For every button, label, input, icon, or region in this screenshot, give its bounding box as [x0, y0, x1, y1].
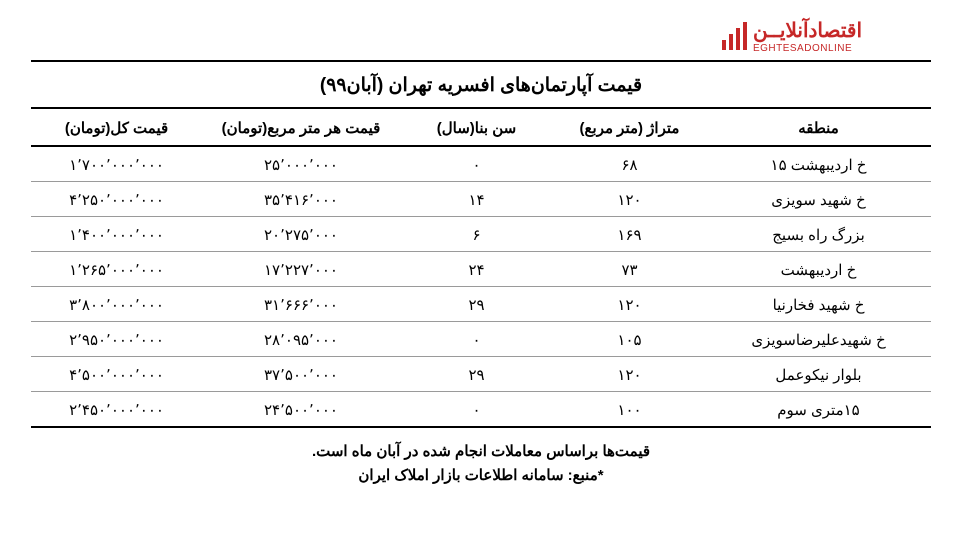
- col-area: متراژ (متر مربع): [553, 108, 706, 146]
- table-row: خ شهیدعلیرضاسویزی۱۰۵۰۲۸٬۰۹۵٬۰۰۰۲٬۹۵۰٬۰۰۰…: [31, 322, 931, 357]
- col-age: سن بنا(سال): [400, 108, 553, 146]
- cell-ppm: ۳۷٬۵۰۰٬۰۰۰: [202, 357, 400, 392]
- logo-sub-text: EGHTESADONLINE: [753, 43, 852, 54]
- cell-ppm: ۲۸٬۰۹۵٬۰۰۰: [202, 322, 400, 357]
- cell-area: ۷۳: [553, 252, 706, 287]
- logo-bars-icon: [722, 22, 747, 50]
- cell-area: ۱۰۰: [553, 392, 706, 428]
- table-row: بزرگ راه بسیج۱۶۹۶۲۰٬۲۷۵٬۰۰۰۱٬۴۰۰٬۰۰۰٬۰۰۰: [31, 217, 931, 252]
- table-body: خ اردیبهشت ۱۵۶۸۰۲۵٬۰۰۰٬۰۰۰۱٬۷۰۰٬۰۰۰٬۰۰۰خ…: [31, 146, 931, 427]
- table-row: خ شهید فخارنیا۱۲۰۲۹۳۱٬۶۶۶٬۰۰۰۳٬۸۰۰٬۰۰۰٬۰…: [31, 287, 931, 322]
- cell-area: ۱۶۹: [553, 217, 706, 252]
- cell-area: ۱۲۰: [553, 357, 706, 392]
- cell-total: ۲٬۴۵۰٬۰۰۰٬۰۰۰: [31, 392, 202, 428]
- cell-region: خ اردیبهشت: [706, 252, 931, 287]
- cell-region: ۱۵متری سوم: [706, 392, 931, 428]
- brand-logo: اقتصادآنلایــن EGHTESADONLINE: [722, 18, 862, 54]
- cell-area: ۱۲۰: [553, 287, 706, 322]
- cell-age: ۶: [400, 217, 553, 252]
- cell-region: خ شهیدعلیرضاسویزی: [706, 322, 931, 357]
- table-row: خ اردیبهشت۷۳۲۴۱۷٬۲۲۷٬۰۰۰۱٬۲۶۵٬۰۰۰٬۰۰۰: [31, 252, 931, 287]
- cell-total: ۱٬۲۶۵٬۰۰۰٬۰۰۰: [31, 252, 202, 287]
- cell-region: خ اردیبهشت ۱۵: [706, 146, 931, 182]
- cell-age: ۱۴: [400, 182, 553, 217]
- cell-age: ۲۴: [400, 252, 553, 287]
- col-region: منطقه: [706, 108, 931, 146]
- table-row: خ شهید سویزی۱۲۰۱۴۳۵٬۴۱۶٬۰۰۰۴٬۲۵۰٬۰۰۰٬۰۰۰: [31, 182, 931, 217]
- footer-note-1: قیمت‌ها براساس معاملات انجام شده در آبان…: [31, 442, 931, 460]
- cell-region: بزرگ راه بسیج: [706, 217, 931, 252]
- table-row: خ اردیبهشت ۱۵۶۸۰۲۵٬۰۰۰٬۰۰۰۱٬۷۰۰٬۰۰۰٬۰۰۰: [31, 146, 931, 182]
- cell-total: ۲٬۹۵۰٬۰۰۰٬۰۰۰: [31, 322, 202, 357]
- cell-ppm: ۲۰٬۲۷۵٬۰۰۰: [202, 217, 400, 252]
- cell-total: ۱٬۴۰۰٬۰۰۰٬۰۰۰: [31, 217, 202, 252]
- cell-ppm: ۲۵٬۰۰۰٬۰۰۰: [202, 146, 400, 182]
- col-ppm: قیمت هر متر مربع(تومان): [202, 108, 400, 146]
- cell-age: ۰: [400, 392, 553, 428]
- cell-age: ۲۹: [400, 357, 553, 392]
- cell-age: ۰: [400, 146, 553, 182]
- cell-total: ۳٬۸۰۰٬۰۰۰٬۰۰۰: [31, 287, 202, 322]
- cell-region: خ شهید سویزی: [706, 182, 931, 217]
- cell-region: بلوار نیکوعمل: [706, 357, 931, 392]
- cell-ppm: ۱۷٬۲۲۷٬۰۰۰: [202, 252, 400, 287]
- cell-total: ۴٬۵۰۰٬۰۰۰٬۰۰۰: [31, 357, 202, 392]
- cell-area: ۶۸: [553, 146, 706, 182]
- table-title: قیمت آپارتمان‌های افسریه تهران (آبان۹۹): [31, 61, 931, 108]
- logo-main-text: اقتصادآنلایــن: [753, 18, 862, 43]
- table-row: بلوار نیکوعمل۱۲۰۲۹۳۷٬۵۰۰٬۰۰۰۴٬۵۰۰٬۰۰۰٬۰۰…: [31, 357, 931, 392]
- col-total: قیمت کل(تومان): [31, 108, 202, 146]
- cell-ppm: ۲۴٬۵۰۰٬۰۰۰: [202, 392, 400, 428]
- cell-age: ۰: [400, 322, 553, 357]
- cell-area: ۱۰۵: [553, 322, 706, 357]
- table-row: ۱۵متری سوم۱۰۰۰۲۴٬۵۰۰٬۰۰۰۲٬۴۵۰٬۰۰۰٬۰۰۰: [31, 392, 931, 428]
- footer-note-2: *منبع: سامانه اطلاعات بازار املاک ایران: [31, 466, 931, 484]
- cell-ppm: ۳۱٬۶۶۶٬۰۰۰: [202, 287, 400, 322]
- cell-age: ۲۹: [400, 287, 553, 322]
- cell-area: ۱۲۰: [553, 182, 706, 217]
- cell-ppm: ۳۵٬۴۱۶٬۰۰۰: [202, 182, 400, 217]
- cell-total: ۱٬۷۰۰٬۰۰۰٬۰۰۰: [31, 146, 202, 182]
- cell-total: ۴٬۲۵۰٬۰۰۰٬۰۰۰: [31, 182, 202, 217]
- price-table: قیمت آپارتمان‌های افسریه تهران (آبان۹۹) …: [31, 60, 931, 428]
- cell-region: خ شهید فخارنیا: [706, 287, 931, 322]
